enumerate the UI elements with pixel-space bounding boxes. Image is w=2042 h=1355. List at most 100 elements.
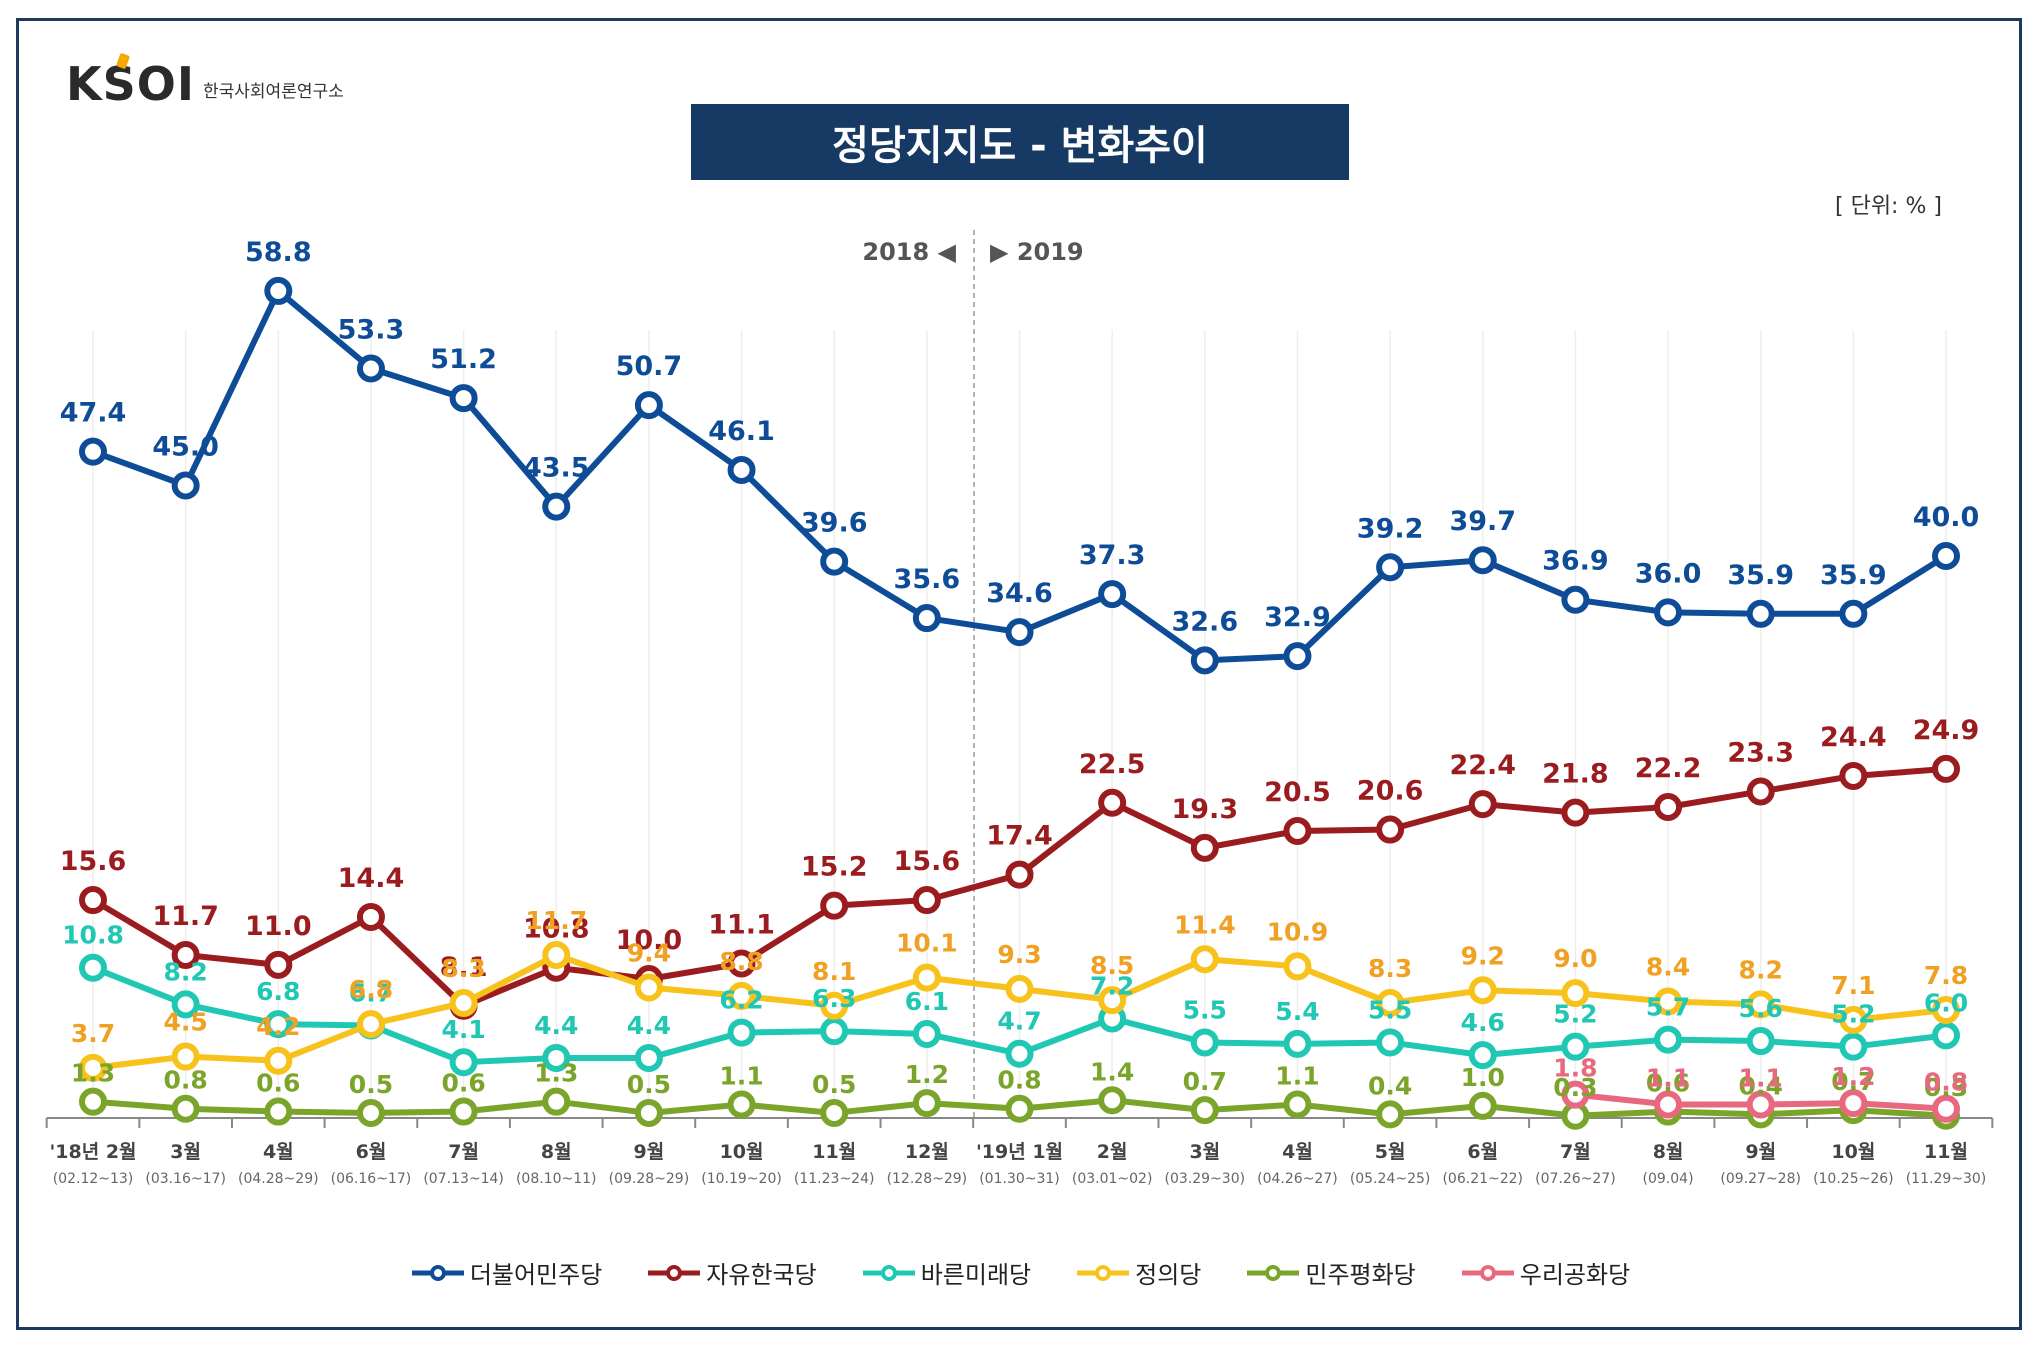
data-label: 0.3 xyxy=(1924,1073,1968,1102)
data-point xyxy=(1839,761,1868,790)
data-point xyxy=(1376,1028,1405,1057)
data-label: 1.1 xyxy=(1275,1061,1319,1090)
data-point xyxy=(1283,816,1312,845)
legend-swatch xyxy=(862,1264,915,1281)
data-label: 17.4 xyxy=(986,821,1053,852)
data-label: 24.9 xyxy=(1913,715,1980,746)
data-label: 1.1 xyxy=(1646,1063,1690,1092)
ksoi-logo: KSOI 한국사회여론연구소 xyxy=(66,61,344,107)
data-label: 1.3 xyxy=(71,1059,115,1088)
data-label: 46.1 xyxy=(708,416,775,447)
data-label: 5.2 xyxy=(1831,1000,1875,1029)
data-label: 15.2 xyxy=(801,852,868,883)
data-point xyxy=(264,1046,293,1075)
data-point xyxy=(356,902,385,931)
data-point xyxy=(634,1098,663,1127)
data-point xyxy=(1468,790,1497,819)
legend-label: 더불어민주당 xyxy=(469,1261,603,1289)
data-label: 35.9 xyxy=(1820,560,1887,591)
legend-item: 민주평화당 xyxy=(1247,1255,1416,1290)
data-point xyxy=(1098,1086,1127,1115)
data-label: 43.5 xyxy=(523,453,590,484)
data-label: 6.8 xyxy=(256,977,300,1006)
data-point xyxy=(912,1089,941,1118)
data-label: 10.8 xyxy=(523,914,590,945)
data-point xyxy=(912,886,941,915)
x-tick-date: (12.28~29) xyxy=(887,1171,968,1187)
data-label: 10.1 xyxy=(896,929,958,958)
data-label: 7.2 xyxy=(1090,971,1134,1000)
data-label: 22.5 xyxy=(1079,749,1146,780)
data-point xyxy=(79,953,107,982)
data-point xyxy=(449,384,478,413)
data-point xyxy=(820,891,849,920)
x-tick-label: 10월 xyxy=(720,1141,764,1163)
data-label: 50.7 xyxy=(616,351,683,382)
data-label: 4.5 xyxy=(164,1008,208,1037)
x-tick-date: (06.16~17) xyxy=(331,1171,412,1187)
data-label: 37.3 xyxy=(1079,540,1146,571)
data-point xyxy=(634,1043,663,1072)
data-label: 34.6 xyxy=(986,578,1053,609)
legend: 더불어민주당 자유한국당 바른미래당 정의당 민주평화당 우리공화당 xyxy=(0,1255,2042,1290)
data-label: 1.4 xyxy=(1090,1057,1134,1086)
data-label: 0.3 xyxy=(1553,1073,1597,1102)
legend-swatch xyxy=(648,1264,701,1281)
data-point xyxy=(727,1090,756,1119)
data-point xyxy=(727,981,756,1010)
data-point xyxy=(356,1098,385,1127)
data-label: 5.2 xyxy=(1553,1000,1597,1029)
x-tick-label: 5월 xyxy=(1375,1141,1406,1163)
data-label: 39.2 xyxy=(1357,513,1424,544)
data-label: 0.4 xyxy=(1368,1071,1412,1100)
data-point xyxy=(1098,986,1127,1015)
x-tick-date: (04.26~27) xyxy=(1257,1171,1338,1187)
data-point xyxy=(1376,988,1405,1017)
data-label: 7.1 xyxy=(1831,971,1875,1000)
data-label: 0.5 xyxy=(627,1070,671,1099)
data-point xyxy=(1468,976,1497,1005)
data-label: 0.7 xyxy=(1183,1067,1227,1096)
data-point xyxy=(727,455,756,484)
data-point xyxy=(1190,1096,1219,1125)
data-point xyxy=(1932,1021,1960,1050)
legend-swatch xyxy=(1461,1264,1514,1281)
data-label: 6.0 xyxy=(1924,988,1968,1017)
data-labels: 47.4 45.0 58.8 53.3 51.2 43.5 50.7 46.1 39.6 35.6… xyxy=(60,237,1980,1102)
data-point xyxy=(1561,798,1590,827)
data-label: 0.6 xyxy=(1646,1069,1690,1098)
data-label: 9.3 xyxy=(997,940,1041,969)
data-point xyxy=(1746,777,1775,806)
data-point xyxy=(912,963,941,992)
data-label: 10.8 xyxy=(62,921,124,950)
x-tick-date: (11.29~30) xyxy=(1906,1171,1987,1187)
data-label: 0.7 xyxy=(1831,1067,1875,1096)
data-point xyxy=(264,950,293,979)
x-tick-label: 2월 xyxy=(1097,1141,1128,1163)
data-label: 8.2 xyxy=(164,957,208,986)
data-label: 15.6 xyxy=(894,846,961,877)
year-divider: 2018 ◀ ▶ 2019 xyxy=(862,230,1084,1118)
data-point xyxy=(79,886,107,915)
data-label: 11.7 xyxy=(152,901,219,932)
data-label: 39.7 xyxy=(1449,506,1516,537)
data-label: 14.4 xyxy=(338,863,405,894)
data-label: 58.8 xyxy=(245,237,312,268)
data-point xyxy=(1654,598,1683,627)
data-label: 0.6 xyxy=(441,1069,485,1098)
data-point xyxy=(449,988,478,1017)
data-point xyxy=(542,941,571,970)
data-label: 8.2 xyxy=(1739,955,1783,984)
data-label: 6.8 xyxy=(349,975,393,1004)
data-point xyxy=(1746,1090,1775,1119)
data-label: 9.4 xyxy=(627,938,671,967)
data-label: 22.4 xyxy=(1449,750,1516,781)
data-label: 5.6 xyxy=(1739,994,1783,1023)
chart-frame xyxy=(16,18,2022,1330)
data-label: 35.6 xyxy=(894,564,961,595)
data-point xyxy=(1839,1005,1868,1034)
data-label: 8.5 xyxy=(1090,951,1134,980)
data-point xyxy=(1561,1032,1590,1061)
legend-item: 자유한국당 xyxy=(648,1255,817,1290)
